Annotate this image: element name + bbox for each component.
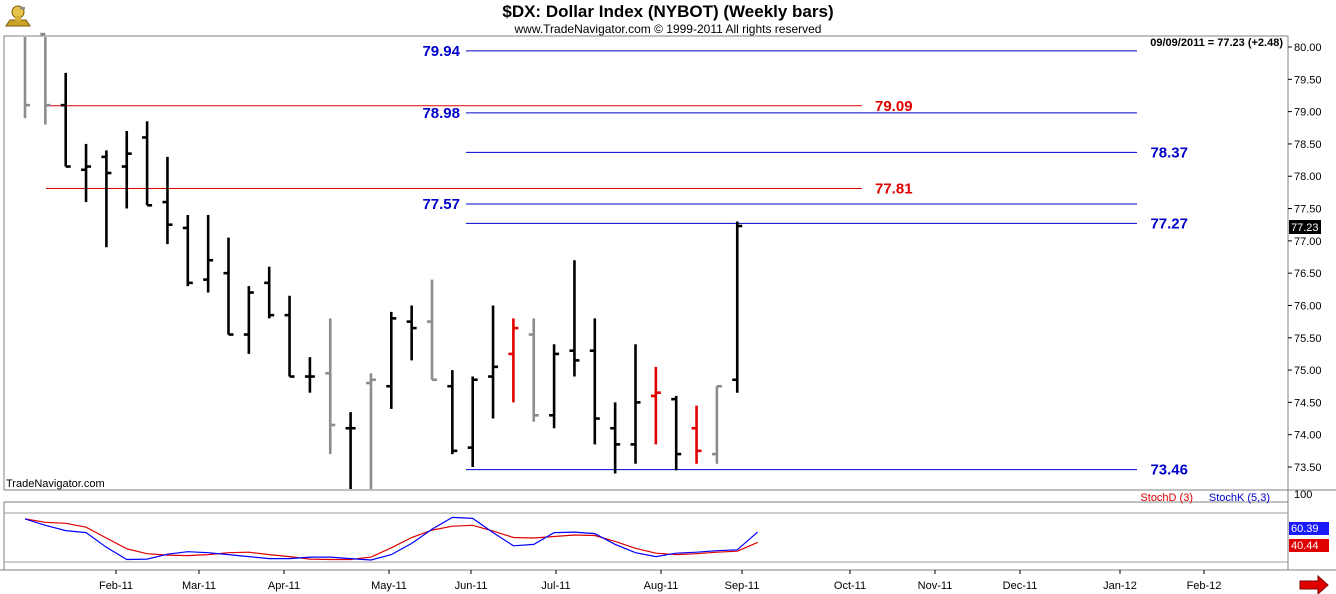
ohlc-bar-2 <box>60 72 71 168</box>
blue-level-label-0: 79.94 <box>422 43 460 60</box>
ohlc-bar-24 <box>508 318 519 403</box>
ohlc-bar-0 <box>20 6 30 119</box>
date-label-7: Sep-11 <box>725 580 760 592</box>
date-label-3: May-11 <box>371 580 407 592</box>
date-label-5: Jul-11 <box>541 580 570 592</box>
ohlc-bar-4 <box>101 150 112 248</box>
main-panel <box>3 35 1289 491</box>
price-tick-label-0: 80.00 <box>1294 42 1322 54</box>
date-label-4: Jun-11 <box>455 580 488 592</box>
ohlc-bar-17 <box>365 373 376 489</box>
ohlc-bar-25 <box>528 318 539 422</box>
price-tick-label-4: 78.00 <box>1294 171 1322 183</box>
stochastic-panel <box>3 501 1289 571</box>
ohlc-bar-34 <box>711 384 722 464</box>
stoch-d-legend: StochD (3) <box>1140 492 1193 504</box>
ohlc-bar-18 <box>386 311 397 409</box>
red-level-label-0: 79.09 <box>875 98 913 115</box>
stoch-k-badge <box>1289 522 1329 535</box>
ohlc-bar-9 <box>203 215 214 293</box>
ohlc-bar-13 <box>284 295 295 378</box>
ohlc-bar-27 <box>569 260 580 377</box>
ohlc-bar-16 <box>345 412 356 489</box>
ohlc-bar-32 <box>671 395 682 471</box>
levels-layer: 79.94 78.98 78.37 77.57 77.27 73.46 79.09 77.81 <box>46 43 1188 479</box>
price-axis[interactable]: 80.00 79.50 79.00 78.50 78.00 77.50 77.00 76.50… <box>1288 42 1322 474</box>
blue-level-label-2: 78.37 <box>1150 144 1188 161</box>
price-tick-label-7: 76.50 <box>1294 268 1322 280</box>
price-tick-label-8: 76.00 <box>1294 300 1322 312</box>
price-tick-label-11: 74.50 <box>1294 397 1322 409</box>
ohlc-bar-1 <box>40 32 51 125</box>
red-right-arrow-icon[interactable] <box>1299 574 1329 594</box>
chart-subtitle: www.TradeNavigator.com © 1999-2011 All r… <box>514 22 822 36</box>
last-price-badge <box>1289 220 1321 234</box>
ohlc-bar-3 <box>81 143 92 203</box>
watermark: TradeNavigator.com <box>6 478 105 490</box>
blue-level-label-1: 78.98 <box>422 105 460 122</box>
blue-level-label-4: 77.27 <box>1150 215 1188 232</box>
price-tick-label-6: 77.00 <box>1294 236 1322 248</box>
stoch-series-1 <box>24 516 758 561</box>
price-tick-label-2: 79.00 <box>1294 107 1322 119</box>
ohlc-bar-26 <box>549 344 560 429</box>
ohlc-bar-15 <box>325 318 336 455</box>
ohlc-bar-29 <box>610 402 621 474</box>
price-tick-label-1: 79.50 <box>1294 74 1322 86</box>
ohlc-bar-30 <box>630 344 641 464</box>
ohlc-bar-6 <box>142 121 153 207</box>
price-tick-label-13: 73.50 <box>1294 462 1322 474</box>
stoch-k-legend: StochK (5,3) <box>1209 492 1270 504</box>
ohlc-bar-35 <box>732 221 743 393</box>
ohlc-bar-8 <box>182 215 193 287</box>
date-axis[interactable]: Feb-11 Mar-11 Apr-11 May-11 Jun-11 Jul-11 Aug-… <box>99 570 1221 592</box>
red-level-label-1: 77.81 <box>875 181 913 198</box>
stoch-d-badge-text: 40.44 <box>1291 540 1319 552</box>
ohlc-bar-21 <box>447 370 458 455</box>
chart-title: $DX: Dollar Index (NYBOT) (Weekly bars) <box>502 2 833 21</box>
ohlc-bar-11 <box>243 286 254 354</box>
last-bar-info: 09/09/2011 = 77.23 (+2.48) <box>1150 37 1283 49</box>
ohlc-bar-20 <box>427 279 437 382</box>
last-price-badge-text: 77.23 <box>1291 222 1319 234</box>
ohlc-bar-22 <box>467 376 478 467</box>
stoch-ytick-100: 100 <box>1294 489 1312 501</box>
price-tick-label-3: 78.50 <box>1294 139 1322 151</box>
date-label-2: Apr-11 <box>268 580 300 592</box>
date-label-12: Feb-12 <box>1187 580 1222 592</box>
ohlc-bar-10 <box>223 237 234 336</box>
date-label-1: Mar-11 <box>182 580 216 592</box>
ohlc-bar-19 <box>406 305 417 361</box>
date-label-11: Jan-12 <box>1103 580 1137 592</box>
stochastic-lines <box>4 512 1288 563</box>
ohlc-bar-23 <box>488 305 499 419</box>
price-tick-label-12: 74.00 <box>1294 430 1322 442</box>
ohlc-bar-12 <box>264 266 275 319</box>
price-tick-label-5: 77.50 <box>1294 204 1322 216</box>
date-label-8: Oct-11 <box>834 580 866 592</box>
date-label-10: Dec-11 <box>1003 580 1038 592</box>
stoch-d-badge <box>1289 539 1329 552</box>
ohlc-bar-31 <box>650 366 661 445</box>
price-tick-label-9: 75.50 <box>1294 333 1322 345</box>
stoch-k-badge-text: 60.39 <box>1291 523 1319 535</box>
date-label-6: Aug-11 <box>644 580 679 592</box>
ohlc-bar-14 <box>304 357 315 393</box>
ohlc-bar-7 <box>162 156 173 245</box>
price-bars <box>20 6 743 489</box>
ohlc-bar-33 <box>691 405 702 464</box>
blue-level-label-3: 77.57 <box>422 196 460 213</box>
date-label-0: Feb-11 <box>99 580 133 592</box>
price-tick-label-10: 75.00 <box>1294 365 1322 377</box>
date-label-9: Nov-11 <box>918 580 953 592</box>
stoch-series-0 <box>24 518 758 561</box>
ohlc-bar-5 <box>121 131 132 209</box>
blue-level-label-5: 73.46 <box>1150 462 1188 479</box>
gold-trophy-logo-icon <box>5 5 31 27</box>
ohlc-bar-28 <box>589 318 600 445</box>
